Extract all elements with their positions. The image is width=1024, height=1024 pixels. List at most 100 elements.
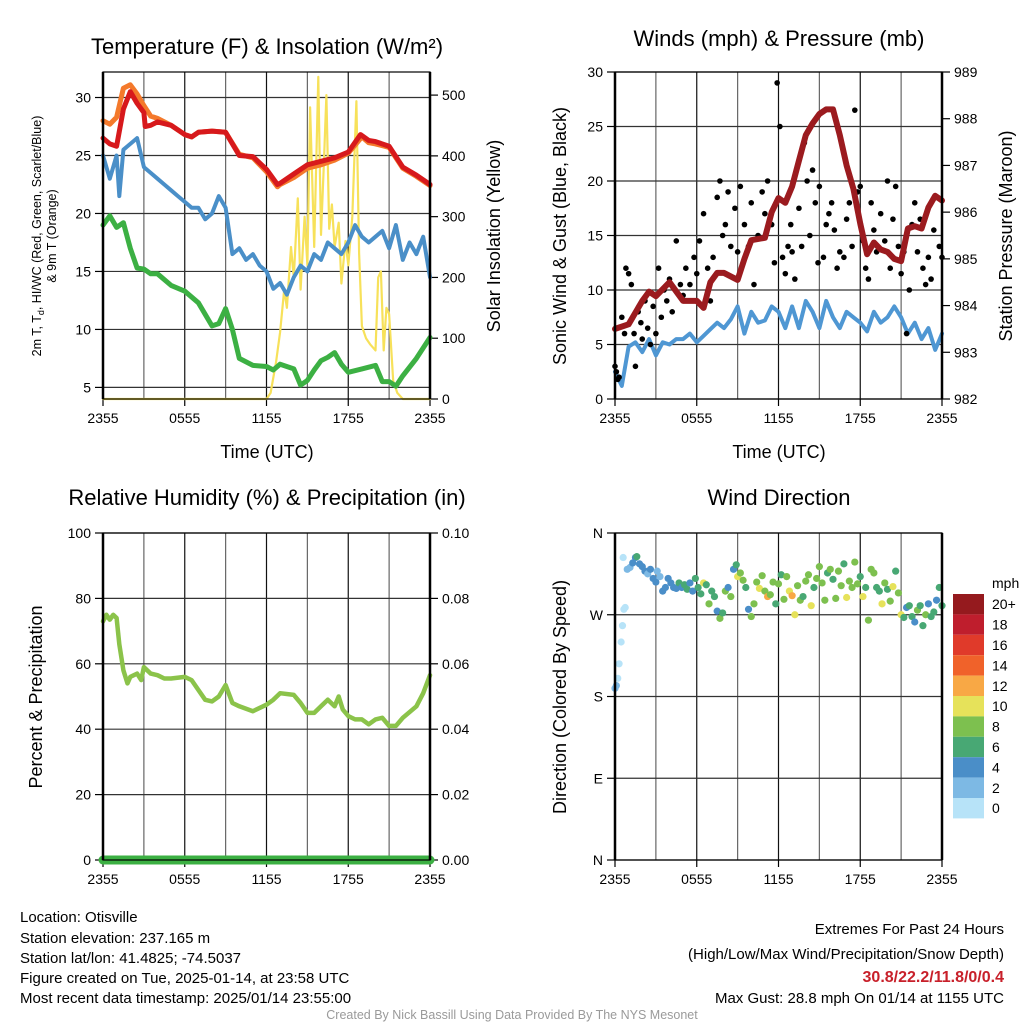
- direction-point: [892, 567, 900, 575]
- gust-point: [638, 319, 644, 326]
- direction-point: [791, 611, 799, 619]
- x-tick-label: 2355: [926, 871, 957, 887]
- direction-point: [810, 583, 818, 592]
- y-tick-label: 15: [587, 228, 603, 244]
- gust-point: [777, 123, 783, 130]
- direction-point: [727, 592, 735, 601]
- winds-panel-title: Winds (mph) & Pressure (mb): [634, 26, 925, 51]
- y-tick-label: 20: [75, 205, 91, 221]
- direction-point: [739, 576, 747, 584]
- y-tick-label: 30: [75, 90, 91, 106]
- direction-point: [826, 565, 834, 573]
- direction-point: [777, 571, 785, 579]
- gust-point: [639, 336, 646, 342]
- temperature-x-axis-label: Time (UTC): [220, 442, 313, 462]
- gust-point: [807, 232, 813, 239]
- x-tick-label: 1155: [251, 871, 281, 887]
- direction-point: [761, 587, 769, 595]
- direction-point: [705, 600, 713, 608]
- solar-insolation-line: [101, 75, 432, 401]
- x-tick-label: 0555: [681, 871, 712, 887]
- legend-swatch: [953, 716, 984, 737]
- gust-point: [841, 254, 847, 261]
- direction-point: [813, 574, 821, 583]
- y-tick-label: N: [593, 525, 603, 541]
- direction-point: [766, 591, 774, 599]
- right-tick-label: 984: [954, 298, 978, 314]
- direction-point: [878, 600, 886, 608]
- gust-point: [862, 265, 869, 272]
- y-tick-label: 60: [75, 656, 91, 672]
- gust-point: [710, 254, 716, 261]
- direction-point: [883, 585, 892, 593]
- gust-point: [700, 210, 707, 217]
- x-tick-label: 0555: [169, 871, 200, 887]
- gust-point: [849, 243, 855, 250]
- direction-point: [853, 580, 862, 588]
- legend-swatch: [953, 675, 984, 696]
- right-tick-label: 0.10: [442, 525, 469, 541]
- gust-point: [852, 107, 858, 113]
- direction-point: [653, 567, 661, 575]
- direction-point: [683, 585, 691, 593]
- legend-swatch: [953, 696, 984, 717]
- right-tick-label: 982: [954, 391, 978, 407]
- right-tick-label: 100: [442, 330, 466, 346]
- gust-point: [693, 270, 700, 277]
- gust-point: [737, 183, 744, 190]
- direction-point: [788, 592, 796, 600]
- gust-point: [911, 200, 918, 206]
- right-tick-label: 988: [954, 111, 978, 127]
- direction-point: [829, 575, 837, 583]
- gust-point: [789, 249, 795, 255]
- direction-point: [900, 613, 908, 622]
- ylabel-subscript: d: [36, 310, 46, 315]
- gust-point: [922, 281, 929, 288]
- y-tick-label: 40: [75, 721, 91, 737]
- direction-point: [629, 559, 637, 567]
- direction-point: [837, 582, 845, 590]
- gust-point: [925, 254, 932, 261]
- temperature-panel-title: Temperature (F) & Insolation (W/m²): [91, 34, 443, 59]
- x-tick-label: 2355: [414, 410, 445, 426]
- gust-point: [796, 205, 802, 212]
- gust-point: [787, 221, 794, 228]
- direction-point: [905, 602, 913, 610]
- x-tick-label: 0555: [169, 410, 200, 426]
- location-text: Location: Otisville: [20, 909, 138, 926]
- gust-point: [920, 265, 926, 272]
- created-text: Figure created on Tue, 2025-01-14, at 23…: [20, 970, 350, 987]
- gust-point: [725, 189, 731, 195]
- legend-label: 12: [992, 678, 1008, 694]
- legend-label: 20+: [992, 596, 1016, 612]
- gust-point: [884, 178, 891, 184]
- ylabel-part-3: , HI/WC (Red, Green, Scarlet/Blue): [30, 116, 44, 311]
- direction-y-axis-label: Direction (Colored By Speed): [550, 580, 570, 814]
- direction-point: [919, 622, 927, 630]
- gust-point: [628, 281, 635, 288]
- gust-point: [728, 243, 734, 250]
- gust-point: [663, 298, 670, 304]
- gust-point: [809, 167, 816, 173]
- direction-point: [621, 603, 629, 612]
- direction-point: [742, 583, 750, 592]
- gust-point: [779, 254, 786, 261]
- gust-point: [619, 314, 625, 321]
- x-tick-label: 2355: [926, 410, 957, 426]
- right-tick-label: 300: [442, 209, 466, 225]
- direction-point: [807, 602, 815, 610]
- gust-point: [677, 281, 684, 288]
- direction-point: [646, 565, 655, 573]
- gust-point: [707, 298, 714, 304]
- direction-point: [697, 590, 705, 598]
- gust-point: [621, 330, 628, 337]
- legend-swatch: [953, 777, 984, 798]
- x-tick-label: 2355: [87, 410, 118, 426]
- gust-point: [816, 183, 823, 190]
- direction-point: [744, 605, 753, 613]
- sonic-wind-line: [613, 298, 944, 388]
- right-tick-label: 0: [442, 391, 450, 407]
- gust-point: [828, 200, 835, 206]
- gust-point: [632, 363, 639, 370]
